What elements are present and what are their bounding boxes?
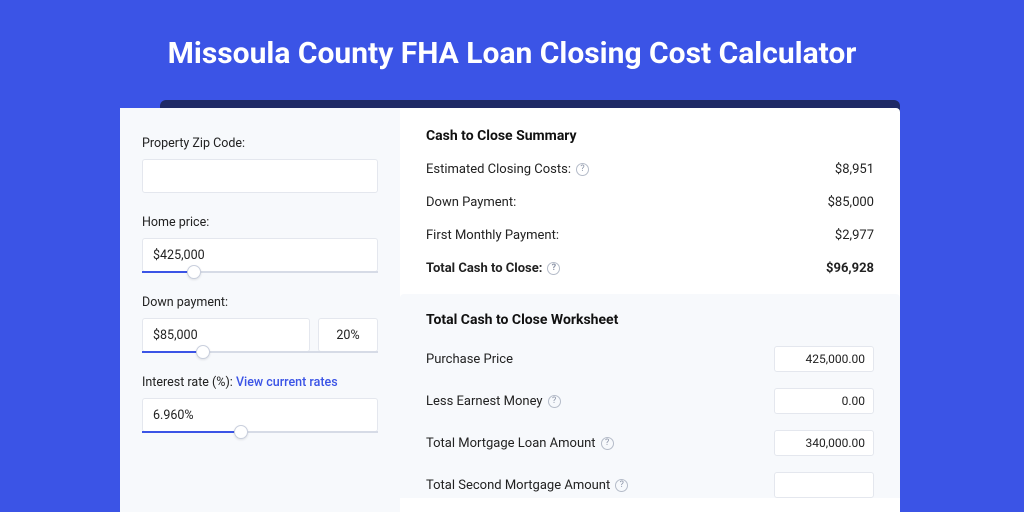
- summary-down-payment-label: Down Payment:: [426, 195, 516, 210]
- interest-slider[interactable]: [142, 431, 378, 433]
- second-mortgage-label: Total Second Mortgage Amount: [426, 478, 610, 493]
- purchase-price-label: Purchase Price: [426, 352, 513, 367]
- help-icon[interactable]: ?: [547, 262, 560, 275]
- summary-row-closing-costs: Estimated Closing Costs: ? $8,951: [426, 162, 874, 177]
- page-background: Missoula County FHA Loan Closing Cost Ca…: [0, 0, 1024, 512]
- interest-label-text: Interest rate (%):: [142, 375, 233, 390]
- help-icon[interactable]: ?: [576, 163, 589, 176]
- summary-down-payment-value: $85,000: [828, 195, 874, 210]
- second-mortgage-input[interactable]: [774, 472, 874, 498]
- ws-row-total-mortgage: Total Mortgage Loan Amount ? 340,000.00: [426, 430, 874, 456]
- purchase-price-input[interactable]: 425,000.00: [774, 346, 874, 372]
- total-cash-value: $96,928: [826, 261, 874, 276]
- total-mortgage-input[interactable]: 340,000.00: [774, 430, 874, 456]
- down-payment-slider-fill: [142, 351, 203, 353]
- zip-label: Property Zip Code:: [142, 136, 378, 151]
- down-payment-pct-input[interactable]: 20%: [318, 318, 378, 352]
- home-price-input[interactable]: $425,000: [142, 238, 378, 272]
- first-monthly-label: First Monthly Payment:: [426, 228, 559, 243]
- closing-costs-value: $8,951: [835, 162, 874, 177]
- first-monthly-value: $2,977: [835, 228, 874, 243]
- interest-label: Interest rate (%): View current rates: [142, 375, 378, 390]
- page-title: Missoula County FHA Loan Closing Cost Ca…: [0, 0, 1024, 71]
- closing-costs-label: Estimated Closing Costs:: [426, 162, 571, 177]
- ws-row-second-mortgage: Total Second Mortgage Amount ?: [426, 472, 874, 498]
- summary-row-first-monthly: First Monthly Payment: $2,977: [426, 228, 874, 243]
- down-payment-slider[interactable]: [142, 351, 378, 353]
- down-payment-slider-thumb[interactable]: [196, 345, 210, 359]
- interest-input[interactable]: 6.960%: [142, 398, 378, 432]
- summary-row-total: Total Cash to Close: ? $96,928: [426, 261, 874, 276]
- ws-row-purchase-price: Purchase Price 425,000.00: [426, 346, 874, 372]
- home-price-slider[interactable]: [142, 271, 378, 273]
- zip-field: Property Zip Code:: [142, 136, 378, 193]
- total-mortgage-label: Total Mortgage Loan Amount: [426, 436, 596, 451]
- less-earnest-label: Less Earnest Money: [426, 394, 543, 409]
- ws-row-less-earnest: Less Earnest Money ? 0.00: [426, 388, 874, 414]
- summary-title: Cash to Close Summary: [426, 128, 874, 144]
- zip-input[interactable]: [142, 159, 378, 193]
- down-payment-label: Down payment:: [142, 295, 378, 310]
- help-icon[interactable]: ?: [615, 479, 628, 492]
- calculator-card: Property Zip Code: Home price: $425,000 …: [120, 108, 900, 512]
- interest-field: Interest rate (%): View current rates 6.…: [142, 375, 378, 433]
- worksheet-title: Total Cash to Close Worksheet: [426, 312, 874, 328]
- results-panel: Cash to Close Summary Estimated Closing …: [400, 108, 900, 512]
- down-payment-field: Down payment: $85,000 20%: [142, 295, 378, 353]
- home-price-field: Home price: $425,000: [142, 215, 378, 273]
- help-icon[interactable]: ?: [601, 437, 614, 450]
- interest-slider-fill: [142, 431, 241, 433]
- inputs-panel: Property Zip Code: Home price: $425,000 …: [120, 108, 400, 512]
- down-payment-input[interactable]: $85,000: [142, 318, 310, 352]
- less-earnest-input[interactable]: 0.00: [774, 388, 874, 414]
- view-rates-link[interactable]: View current rates: [236, 375, 338, 390]
- interest-slider-thumb[interactable]: [234, 425, 248, 439]
- help-icon[interactable]: ?: [548, 395, 561, 408]
- worksheet-panel: Total Cash to Close Worksheet Purchase P…: [400, 294, 900, 498]
- home-price-label: Home price:: [142, 215, 378, 230]
- home-price-slider-thumb[interactable]: [187, 265, 201, 279]
- summary-row-down-payment: Down Payment: $85,000: [426, 195, 874, 210]
- total-cash-label: Total Cash to Close:: [426, 261, 542, 276]
